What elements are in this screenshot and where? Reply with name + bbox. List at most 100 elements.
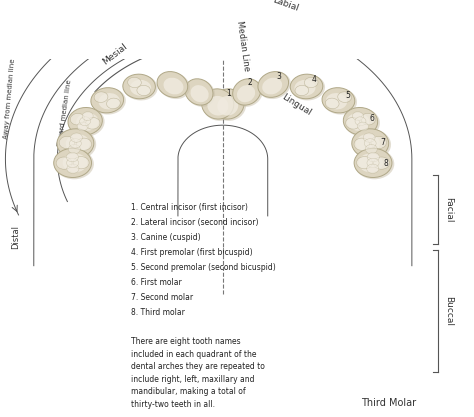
Ellipse shape [367, 164, 379, 173]
Ellipse shape [70, 113, 85, 125]
Text: Mesial: Mesial [100, 42, 129, 67]
Text: Labial: Labial [272, 0, 300, 13]
Ellipse shape [354, 148, 392, 178]
Ellipse shape [71, 133, 82, 142]
Ellipse shape [69, 108, 105, 137]
Text: 2. Lateral incisor (second incisor): 2. Lateral incisor (second incisor) [131, 219, 258, 227]
Ellipse shape [186, 79, 215, 107]
Ellipse shape [374, 157, 390, 169]
Ellipse shape [322, 88, 355, 113]
Ellipse shape [123, 74, 155, 99]
Ellipse shape [361, 113, 375, 125]
Ellipse shape [233, 79, 263, 107]
Ellipse shape [355, 117, 366, 126]
Text: 7. Second molar: 7. Second molar [131, 293, 193, 302]
Ellipse shape [54, 149, 94, 179]
Ellipse shape [217, 96, 238, 116]
Ellipse shape [94, 92, 108, 103]
Text: 4: 4 [312, 75, 317, 84]
Ellipse shape [367, 158, 379, 168]
Ellipse shape [68, 144, 80, 154]
Ellipse shape [258, 72, 291, 99]
Ellipse shape [73, 156, 89, 169]
Ellipse shape [343, 108, 378, 135]
Ellipse shape [212, 89, 244, 119]
Text: Toward median line: Toward median line [57, 79, 72, 147]
Ellipse shape [54, 148, 91, 178]
Text: Third Molar: Third Molar [361, 398, 416, 408]
Ellipse shape [258, 72, 289, 97]
Ellipse shape [352, 129, 391, 160]
Ellipse shape [356, 156, 373, 169]
Text: 2: 2 [247, 78, 252, 88]
Ellipse shape [365, 144, 377, 154]
Ellipse shape [128, 77, 141, 88]
Text: 8. Third molar: 8. Third molar [131, 308, 184, 317]
Ellipse shape [294, 80, 316, 96]
Ellipse shape [99, 93, 120, 109]
Text: 6: 6 [369, 114, 374, 123]
Ellipse shape [130, 80, 151, 96]
Ellipse shape [66, 158, 79, 168]
Text: 5: 5 [345, 91, 350, 100]
Text: 3. Canine (cuspid): 3. Canine (cuspid) [131, 234, 201, 242]
Ellipse shape [91, 88, 124, 113]
Text: Distal: Distal [11, 225, 20, 249]
Ellipse shape [76, 138, 91, 151]
Ellipse shape [304, 77, 318, 88]
Ellipse shape [185, 79, 213, 105]
Ellipse shape [137, 85, 151, 95]
Text: Median Line: Median Line [235, 20, 251, 72]
Ellipse shape [354, 138, 370, 151]
Ellipse shape [82, 112, 93, 121]
Ellipse shape [355, 149, 394, 179]
Ellipse shape [295, 85, 309, 95]
Ellipse shape [346, 118, 360, 129]
Ellipse shape [291, 75, 325, 100]
Ellipse shape [157, 72, 188, 97]
Text: 1: 1 [227, 89, 231, 98]
Ellipse shape [91, 88, 126, 115]
Ellipse shape [202, 89, 236, 121]
Text: 7: 7 [381, 138, 385, 146]
Ellipse shape [208, 96, 228, 116]
Ellipse shape [344, 108, 380, 137]
Ellipse shape [164, 78, 183, 94]
Text: 3: 3 [276, 72, 281, 80]
Ellipse shape [367, 153, 379, 162]
Ellipse shape [365, 139, 376, 148]
Ellipse shape [77, 122, 88, 131]
Ellipse shape [191, 85, 209, 102]
Ellipse shape [262, 78, 282, 94]
Ellipse shape [66, 153, 78, 162]
Ellipse shape [371, 136, 386, 148]
Ellipse shape [107, 98, 120, 109]
Text: 8: 8 [384, 159, 389, 168]
Ellipse shape [66, 134, 90, 153]
Ellipse shape [325, 98, 339, 109]
Text: 6. First molar: 6. First molar [131, 278, 182, 287]
Text: Facial: Facial [444, 197, 453, 222]
Ellipse shape [212, 89, 246, 121]
Ellipse shape [57, 129, 96, 160]
Ellipse shape [59, 136, 75, 148]
Ellipse shape [70, 139, 82, 148]
Text: Away from median line: Away from median line [3, 58, 16, 138]
Ellipse shape [56, 157, 72, 169]
Ellipse shape [233, 79, 261, 105]
Ellipse shape [63, 153, 87, 172]
Text: Buccal: Buccal [444, 296, 453, 326]
Ellipse shape [57, 129, 94, 158]
Ellipse shape [68, 108, 102, 135]
Ellipse shape [347, 113, 369, 131]
Ellipse shape [357, 122, 368, 131]
Text: Lingual: Lingual [280, 92, 313, 117]
Ellipse shape [363, 133, 375, 142]
Ellipse shape [76, 113, 99, 131]
Text: 5. Second premolar (second bicuspid): 5. Second premolar (second bicuspid) [131, 263, 275, 272]
Ellipse shape [338, 92, 352, 103]
Ellipse shape [158, 72, 190, 99]
Text: 4. First premolar (first bicuspid): 4. First premolar (first bicuspid) [131, 248, 252, 257]
Ellipse shape [356, 134, 380, 153]
Ellipse shape [290, 74, 323, 99]
